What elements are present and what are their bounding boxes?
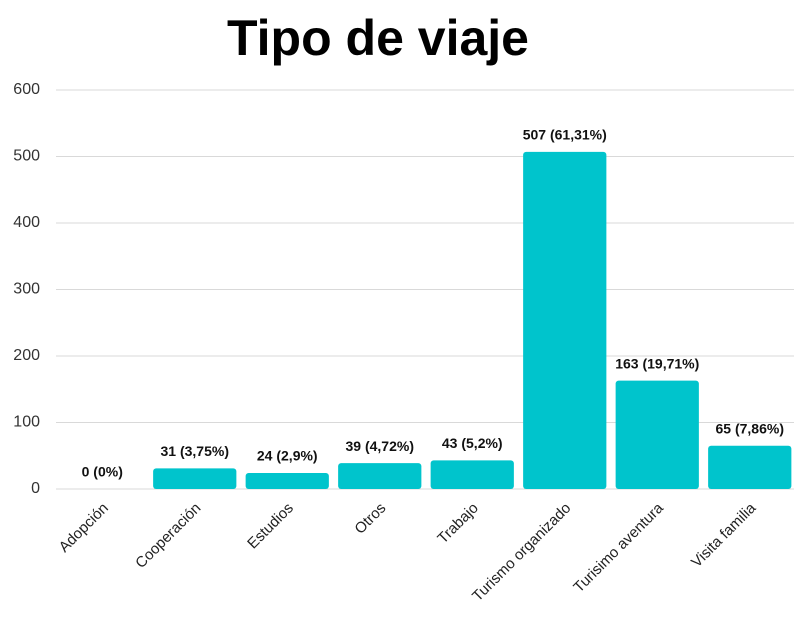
value-label: 39 (4,72%)	[346, 438, 414, 454]
bar	[153, 468, 237, 489]
x-tick-label: Visita familia	[688, 499, 760, 571]
value-label: 507 (61,31%)	[523, 127, 607, 143]
value-label: 65 (7,86%)	[716, 420, 784, 436]
x-tick-label: Trabajo	[434, 500, 482, 548]
bar	[245, 473, 329, 489]
value-label: 163 (19,71%)	[615, 355, 699, 371]
x-tick-label: Adopción	[56, 500, 112, 556]
y-tick-label: 0	[31, 480, 40, 497]
chart-title: Tipo de viaje	[227, 10, 529, 66]
value-label: 43 (5,2%)	[442, 435, 503, 451]
bar	[523, 151, 607, 489]
x-tick-label: Otros	[351, 500, 389, 538]
y-tick-label: 200	[13, 347, 40, 364]
y-tick-label: 500	[13, 148, 40, 165]
x-tick-label: Turismo organizado	[469, 500, 574, 605]
bar	[615, 380, 699, 489]
value-label: 24 (2,9%)	[257, 448, 318, 464]
y-tick-label: 100	[13, 414, 40, 431]
x-tick-label: Turisimo aventura	[570, 499, 667, 596]
bar	[430, 460, 514, 489]
y-tick-label: 300	[13, 281, 40, 298]
x-tick-label: Cooperación	[132, 500, 204, 572]
value-label: 31 (3,75%)	[161, 443, 229, 459]
bar	[338, 463, 422, 489]
y-tick-label: 600	[13, 81, 40, 98]
bar	[708, 445, 792, 489]
x-tick-label: Estudios	[244, 500, 297, 553]
value-label: 0 (0%)	[82, 464, 123, 480]
y-tick-label: 400	[13, 214, 40, 231]
